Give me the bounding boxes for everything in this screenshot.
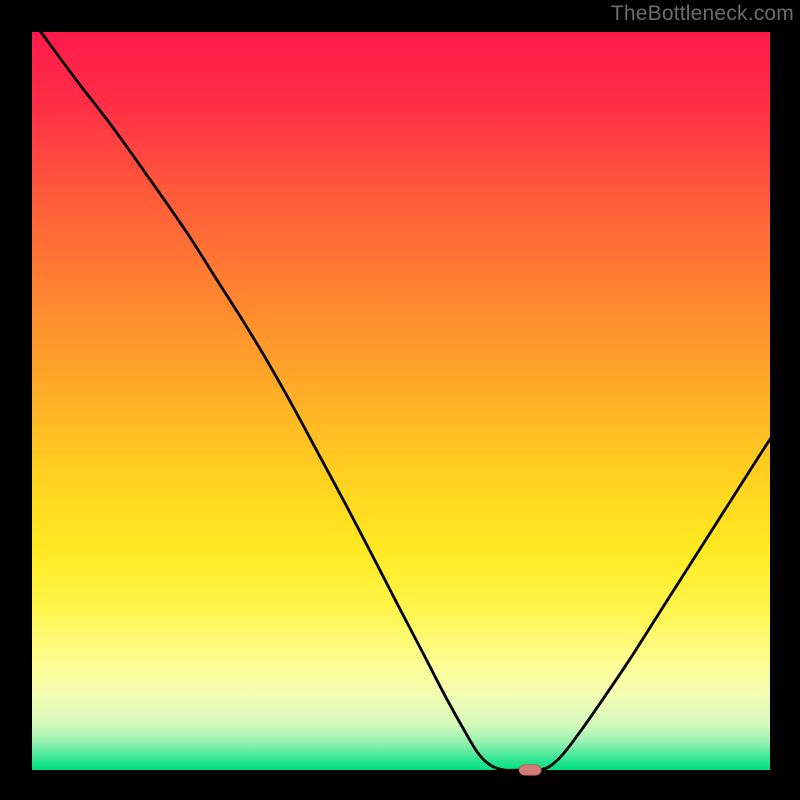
chart-container: TheBottleneck.com [0,0,800,800]
optimal-point-marker [519,765,541,775]
plot-background [32,32,770,770]
watermark-text: TheBottleneck.com [611,2,794,26]
bottleneck-curve-chart [0,0,800,800]
